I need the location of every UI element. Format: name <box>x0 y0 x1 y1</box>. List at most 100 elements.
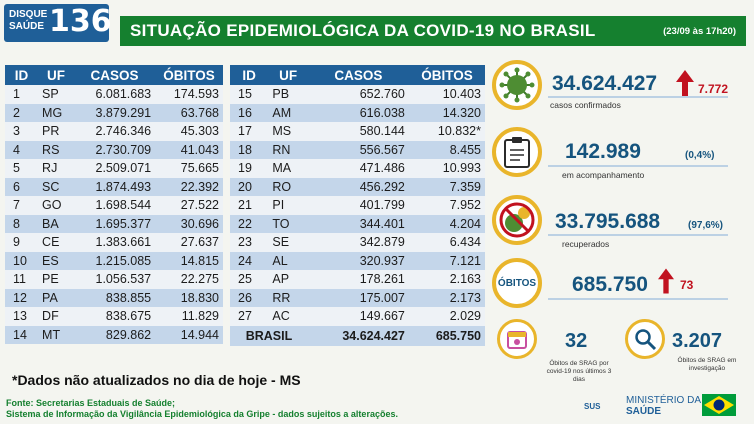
logo-line2: SAÚDE <box>9 21 45 32</box>
recovered-pct: (97,6%) <box>688 220 724 231</box>
clipboard-icon <box>492 127 542 177</box>
cell-casos: 471.486 <box>307 159 409 178</box>
cell-uf: PB <box>268 85 308 104</box>
cell-id: 20 <box>230 177 269 196</box>
cell-obitos: 14.944 <box>155 325 223 344</box>
brasil-obitos: 685.750 <box>408 325 485 346</box>
col-header-obitos: ÓBITOS <box>408 65 485 85</box>
cell-casos: 1.056.537 <box>73 270 156 289</box>
cell-obitos: 2.163 <box>408 270 485 289</box>
divider <box>548 165 728 167</box>
cell-casos: 342.879 <box>307 233 409 252</box>
magnifier-icon <box>625 319 665 359</box>
cell-id: 23 <box>230 233 269 252</box>
table-row: 2 MG 3.879.291 63.768 <box>5 103 223 122</box>
cell-obitos: 75.665 <box>155 159 223 178</box>
cell-obitos: 27.522 <box>155 196 223 215</box>
recovered-label: recuperados <box>562 239 610 249</box>
brasil-casos: 34.624.427 <box>307 325 409 346</box>
confirmed-delta: 7.772 <box>698 82 729 96</box>
table-header-row: ID UF CASOS ÓBITOS <box>230 65 485 85</box>
sus-logo: SUS <box>584 402 601 411</box>
arrow-up-icon <box>658 268 674 294</box>
table-row: 11 PE 1.056.537 22.275 <box>5 270 223 289</box>
cell-id: 3 <box>5 122 39 141</box>
cell-uf: SC <box>38 177 74 196</box>
table-row: 23 SE 342.879 6.434 <box>230 233 485 252</box>
table-row: 8 BA 1.695.377 30.696 <box>5 214 223 233</box>
cell-id: 14 <box>5 325 39 344</box>
cell-uf: AM <box>268 103 308 122</box>
cell-id: 27 <box>230 307 269 326</box>
cell-casos: 456.292 <box>307 177 409 196</box>
deaths-value: 685.750 <box>572 273 648 296</box>
confirmed-value: 34.624.427 <box>552 72 658 95</box>
cell-id: 10 <box>5 251 39 270</box>
cell-casos: 1.698.544 <box>73 196 156 215</box>
col-header-uf: UF <box>38 65 74 85</box>
cell-uf: AP <box>268 270 308 289</box>
table-row: 5 RJ 2.509.071 75.665 <box>5 159 223 178</box>
cell-casos: 1.874.493 <box>73 177 156 196</box>
table-row: 10 ES 1.215.085 14.815 <box>5 251 223 270</box>
cell-obitos: 7.121 <box>408 251 485 270</box>
cell-obitos: 41.043 <box>155 140 223 159</box>
cell-obitos: 14.815 <box>155 251 223 270</box>
cell-uf: RS <box>38 140 74 159</box>
cell-casos: 838.855 <box>73 288 156 307</box>
cell-uf: RR <box>268 288 308 307</box>
cell-id: 12 <box>5 288 39 307</box>
cell-id: 15 <box>230 85 269 104</box>
cell-obitos: 4.204 <box>408 214 485 233</box>
srag-deaths-value: 32 <box>565 330 588 352</box>
table-row: 4 RS 2.730.709 41.043 <box>5 140 223 159</box>
cell-casos: 175.007 <box>307 288 409 307</box>
update-date: (23/09 às 17h20) <box>663 26 736 37</box>
cell-casos: 652.760 <box>307 85 409 104</box>
cell-obitos: 18.830 <box>155 288 223 307</box>
cell-obitos: 22.392 <box>155 177 223 196</box>
monitoring-value: 142.989 <box>565 140 641 163</box>
cell-obitos: 174.593 <box>155 85 223 104</box>
table-row: 24 AL 320.937 7.121 <box>230 251 485 270</box>
cell-id: 19 <box>230 159 269 178</box>
srag-investigation-value: 3.207 <box>672 330 723 352</box>
cell-uf: RN <box>268 140 308 159</box>
divider <box>548 96 728 98</box>
srag-deaths-label: Óbitos de SRAG por covid-19 nos últimos … <box>546 360 612 383</box>
cell-uf: SP <box>38 85 74 104</box>
cell-obitos: 27.637 <box>155 233 223 252</box>
table-row: 1 SP 6.081.683 174.593 <box>5 85 223 104</box>
deaths-delta: 73 <box>680 278 694 292</box>
cell-uf: PI <box>268 196 308 215</box>
monitoring-pct: (0,4%) <box>685 150 715 161</box>
virus-icon <box>492 60 542 110</box>
cell-obitos: 22.275 <box>155 270 223 289</box>
divider <box>548 298 728 300</box>
col-header-id: ID <box>230 65 269 85</box>
cell-obitos: 11.829 <box>155 307 223 326</box>
cell-id: 8 <box>5 214 39 233</box>
logo-number: 136 <box>49 4 112 39</box>
cell-casos: 320.937 <box>307 251 409 270</box>
cell-casos: 616.038 <box>307 103 409 122</box>
cell-obitos: 8.455 <box>408 140 485 159</box>
cell-uf: MA <box>268 159 308 178</box>
cell-uf: ES <box>38 251 74 270</box>
table-row: 17 MS 580.144 10.832* <box>230 122 485 141</box>
cell-casos: 3.879.291 <box>73 103 156 122</box>
table-row: 15 PB 652.760 10.403 <box>230 85 485 104</box>
cell-id: 16 <box>230 103 269 122</box>
table-row: 21 PI 401.799 7.952 <box>230 196 485 215</box>
table-row: 19 MA 471.486 10.993 <box>230 159 485 178</box>
table-header-row: ID UF CASOS ÓBITOS <box>5 65 223 85</box>
cell-id: 6 <box>5 177 39 196</box>
cell-id: 2 <box>5 103 39 122</box>
cell-uf: AL <box>268 251 308 270</box>
cell-obitos: 14.320 <box>408 103 485 122</box>
cell-casos: 829.862 <box>73 325 156 344</box>
recovered-value: 33.795.688 <box>555 210 661 233</box>
cell-obitos: 7.359 <box>408 177 485 196</box>
arrow-up-icon <box>676 70 694 98</box>
cell-obitos: 2.173 <box>408 288 485 307</box>
